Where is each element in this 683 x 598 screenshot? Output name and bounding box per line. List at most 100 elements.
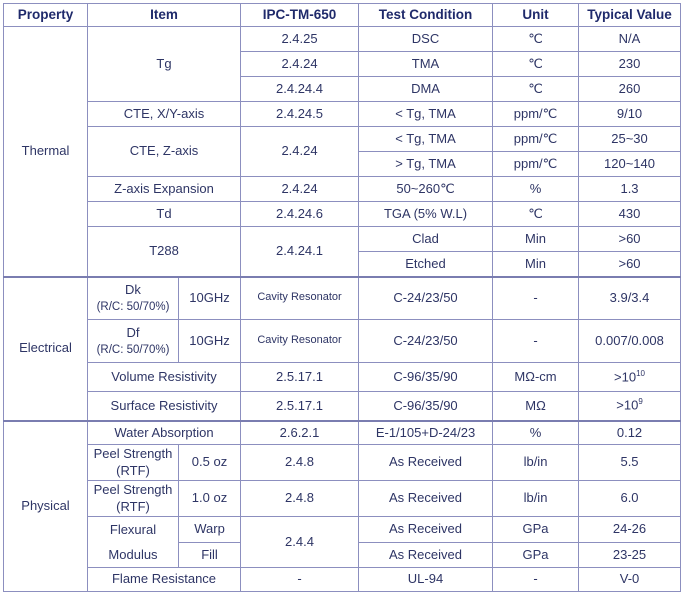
unit-cell: ℃: [492, 76, 580, 102]
table-row: 2.4.24.4 DMA ℃ 260: [4, 76, 682, 102]
table-row: Volume Resistivity 2.5.17.1 C-96/35/90 M…: [4, 362, 682, 392]
item-cte-xy: CTE, X/Y-axis: [86, 101, 242, 127]
value-cell: 9/10: [578, 101, 682, 127]
unit-cell: ℃: [492, 26, 580, 52]
group-physical: Physical: [3, 419, 88, 592]
table-row: CTE, Z-axis 2.4.24 < Tg, TMA ppm/℃ 25~30: [4, 126, 682, 177]
condition-cell: TMA: [358, 51, 494, 77]
sub-item-cell: Fill: [177, 542, 242, 568]
header-condition: Test Condition: [358, 3, 494, 27]
table-row: T288 2.4.24.1 Clad Min >60: [4, 226, 682, 277]
item-note: (R/C: 50/70%): [96, 343, 170, 356]
table-row: Thermal Tg 2.4.25 DSC ℃ N/A: [3, 26, 682, 277]
table-row: Z-axis Expansion 2.4.24 50~260℃ % 1.3: [4, 176, 682, 202]
item-dk: Dk (R/C: 50/70%): [87, 275, 179, 320]
value-cell: 6.0: [578, 480, 682, 517]
group-electrical: Electrical: [3, 275, 88, 421]
ipc-cell: 2.4.24.6: [240, 201, 360, 227]
table-row: Peel Strength (RTF) 0.5 oz 2.4.8 As Rece…: [4, 444, 682, 481]
unit-cell: %: [492, 419, 580, 445]
unit-cell: MΩ: [492, 391, 580, 421]
condition-cell: C-24/23/50: [358, 275, 494, 320]
header-ipc: IPC-TM-650: [240, 3, 360, 27]
value-cell: 1.3: [578, 176, 682, 202]
value-cell: 24-26: [578, 516, 682, 543]
header-value: Typical Value: [578, 3, 682, 27]
sub-item-cell: Warp: [177, 516, 242, 543]
value-cell: 430: [578, 201, 682, 227]
unit-cell: lb/in: [492, 444, 580, 481]
item-label: Df: [126, 324, 140, 340]
item-volume-resistivity: Volume Resistivity: [86, 362, 242, 392]
unit-cell: GPa: [492, 542, 580, 568]
frequency-cell: 10GHz: [177, 275, 242, 320]
value-cell: V-0: [578, 567, 682, 592]
table-row: Td 2.4.24.6 TGA (5% W.L) ℃ 430: [4, 201, 682, 227]
header-row: Property Item IPC-TM-650 Test Condition …: [3, 3, 682, 27]
header-unit: Unit: [492, 3, 580, 27]
condition-cell: C-96/35/90: [358, 391, 494, 421]
unit-cell: Min: [492, 226, 580, 252]
value-cell: 120~140: [578, 151, 682, 177]
table-row: Electrical Dk (R/C: 50/70%) 10GHz Cavity …: [3, 275, 682, 421]
value-cell: >1010: [578, 362, 682, 392]
condition-cell: C-24/23/50: [358, 319, 494, 363]
item-peel-strength: Peel Strength (RTF): [87, 444, 179, 481]
item-td: Td: [86, 201, 242, 227]
group-thermal: Thermal: [3, 26, 88, 277]
ipc-cell: 2.4.4: [240, 516, 360, 568]
condition-cell: > Tg, TMA: [358, 151, 494, 177]
ipc-cell: 2.4.24: [240, 51, 360, 77]
value-cell: N/A: [578, 26, 682, 52]
value-base: >10: [614, 369, 637, 385]
condition-cell: DSC: [358, 26, 494, 52]
unit-cell: ℃: [492, 201, 580, 227]
unit-cell: ppm/℃: [492, 151, 580, 177]
value-cell: >60: [578, 226, 682, 252]
header-item: Item: [86, 3, 242, 27]
item-modulus: Modulus: [87, 542, 179, 568]
ipc-cell: 2.6.2.1: [240, 419, 360, 445]
table-row: Flame Resistance - UL-94 - V-0: [4, 567, 682, 592]
item-tg: Tg: [86, 26, 242, 102]
condition-cell: < Tg, TMA: [358, 101, 494, 127]
item-flame-resistance: Flame Resistance: [86, 567, 242, 592]
item-peel-strength: Peel Strength (RTF): [87, 480, 179, 517]
item-note: (R/C: 50/70%): [96, 301, 170, 314]
condition-cell: UL-94: [358, 567, 494, 592]
table-row: Physical Water Absorption 2.6.2.1 E-1/10…: [3, 419, 682, 592]
ipc-cell: Cavity Resonator: [240, 275, 360, 320]
unit-cell: ℃: [492, 51, 580, 77]
condition-cell: < Tg, TMA: [358, 126, 494, 152]
unit-cell: Min: [492, 251, 580, 277]
ipc-cell: 2.5.17.1: [240, 362, 360, 392]
ipc-cell: 2.4.24.5: [240, 101, 360, 127]
unit-cell: lb/in: [492, 480, 580, 517]
item-flexural: Flexural: [87, 516, 179, 543]
item-label: Dk: [125, 281, 141, 297]
unit-cell: %: [492, 176, 580, 202]
condition-cell: TGA (5% W.L): [358, 201, 494, 227]
ipc-cell: -: [240, 567, 360, 592]
unit-cell: -: [492, 319, 580, 363]
value-cell: 23-25: [578, 542, 682, 568]
condition-cell: E-1/105+D-24/23: [358, 419, 494, 445]
properties-table: Property Item IPC-TM-650 Test Condition …: [3, 3, 682, 592]
value-cell: 3.9/3.4: [578, 275, 682, 320]
value-cell: 5.5: [578, 444, 682, 481]
value-base: >10: [616, 397, 639, 413]
value-cell: 0.007/0.008: [578, 319, 682, 363]
ipc-cell: 2.4.25: [240, 26, 360, 52]
table-row: Modulus Fill As Received GPa 23-25: [4, 542, 682, 568]
condition-cell: As Received: [358, 516, 494, 543]
condition-cell: Etched: [358, 251, 494, 277]
ipc-cell: 2.4.24.4: [240, 76, 360, 102]
value-cell: 0.12: [578, 419, 682, 445]
ipc-cell: 2.4.8: [240, 480, 360, 517]
condition-cell: 50~260℃: [358, 176, 494, 202]
value-exponent: 10: [636, 368, 645, 378]
value-exponent: 9: [638, 397, 643, 407]
header-property: Property: [3, 3, 88, 27]
item-surface-resistivity: Surface Resistivity: [86, 391, 242, 421]
condition-cell: As Received: [358, 542, 494, 568]
